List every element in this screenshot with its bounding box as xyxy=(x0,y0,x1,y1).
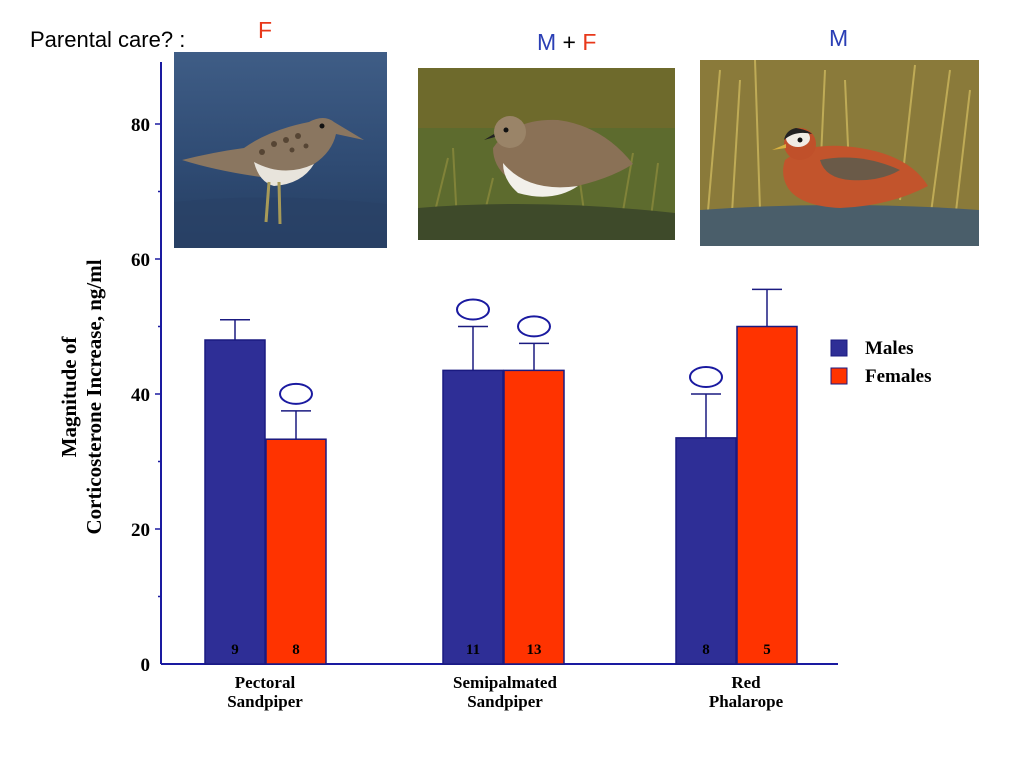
significance-circle-marker xyxy=(517,315,551,338)
sample-size-label: 9 xyxy=(231,642,239,658)
x-axis-labels: PectoralSandpiperSemipalmatedSandpiperRe… xyxy=(227,673,783,711)
bar-males xyxy=(442,369,504,665)
red-phalarope-photo xyxy=(700,60,979,246)
x-category-label-line2: Sandpiper xyxy=(227,692,303,711)
significance-circle-marker xyxy=(689,366,723,388)
y-tick-label: 60 xyxy=(131,250,150,271)
care-male-letter: M xyxy=(829,25,849,51)
sample-size-label: 8 xyxy=(292,642,300,658)
y-tick-label: 0 xyxy=(141,655,151,676)
bar-males xyxy=(675,437,737,665)
care-male-letter: M xyxy=(537,29,557,55)
legend-label-males: Males xyxy=(865,338,914,359)
y-axis-label-line2: Corticosterone Increase, ng/ml xyxy=(82,259,106,534)
sample-size-label: 13 xyxy=(527,642,542,658)
care-plus-sign: + xyxy=(556,29,583,55)
care-tag-phalarope: M xyxy=(829,25,848,52)
x-category-label-line2: Sandpiper xyxy=(467,692,543,711)
sample-size-label: 5 xyxy=(763,642,771,658)
y-axis-label: Magnitude of Corticosterone Increase, ng… xyxy=(57,259,106,534)
care-female-letter: F xyxy=(582,29,597,55)
x-category-label-line1: Red xyxy=(731,673,761,692)
care-female-letter: F xyxy=(258,17,273,43)
x-category-label-line1: Pectoral xyxy=(235,673,296,692)
significance-circle-marker xyxy=(279,382,313,405)
x-category-label-line2: Phalarope xyxy=(709,692,784,711)
y-tick-label: 20 xyxy=(131,520,150,541)
sample-size-label: 11 xyxy=(466,642,480,658)
legend-swatch-females xyxy=(830,367,848,385)
bar-females xyxy=(503,369,565,665)
semipalmated-sandpiper-photo xyxy=(418,68,675,240)
bar-females xyxy=(265,438,327,665)
sample-size-label: 8 xyxy=(702,642,710,658)
bars: 9 11 8 8 13 5 xyxy=(204,288,798,665)
care-tag-semipalmated: M + F xyxy=(537,29,596,56)
pectoral-sandpiper-photo xyxy=(174,52,387,248)
y-tick-label: 40 xyxy=(131,385,150,406)
legend: Males Females xyxy=(830,338,931,387)
care-tag-pectoral: F xyxy=(258,17,272,44)
x-category-label-line1: Semipalmated xyxy=(453,673,557,692)
parental-care-label: Parental care? : xyxy=(30,27,186,52)
bar-females xyxy=(736,325,798,665)
y-axis-label-line1: Magnitude of xyxy=(57,336,81,458)
significance-circle-marker xyxy=(456,298,490,321)
y-tick-label: 80 xyxy=(131,115,150,136)
legend-swatch-males xyxy=(830,339,848,357)
bar-males xyxy=(204,339,266,665)
legend-label-females: Females xyxy=(865,366,931,387)
